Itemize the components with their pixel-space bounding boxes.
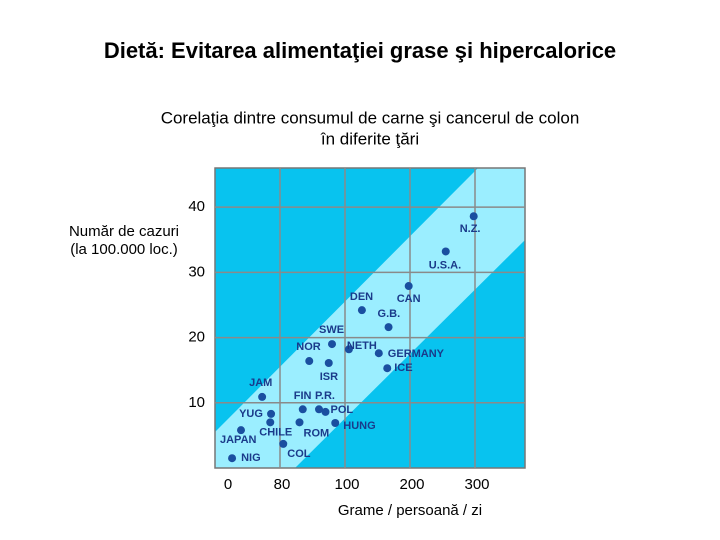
y-tick-label: 20 [188,329,205,346]
point [267,409,276,418]
point-label: SWE [319,324,344,336]
point [357,306,366,315]
point-label: G.B. [378,308,401,320]
point [298,405,307,414]
y-axis-label: Număr de cazuri [69,223,179,240]
point-label: GERMANY [388,348,445,360]
point [374,349,383,358]
y-axis-label: (la 100.000 loc.) [70,241,178,258]
trend-band [215,168,525,468]
x-tick-label: 80 [274,476,291,493]
point-label: U.S.A. [429,259,461,271]
point-label: YUG [239,408,263,420]
point [305,357,314,366]
point [237,426,245,435]
point-label: JAM [249,377,272,389]
point [295,418,304,427]
point-label: ICE [394,362,412,374]
point-label: ROM [304,427,330,439]
point-label: JAPAN [220,434,257,446]
point-label: NIG [241,452,261,464]
chart-title: Dietă: Evitarea alimentaţiei grase şi hi… [104,38,616,63]
point [383,364,392,373]
point-label: P.R. [315,390,335,402]
point-label: DEN [350,291,373,303]
y-tick-label: 30 [188,263,205,280]
point [258,392,267,401]
point-label: ISR [320,371,338,383]
point [266,418,275,427]
subtitle: în diferite ţări [320,129,419,148]
point [331,419,340,427]
point [441,247,450,256]
point-label: NETH [347,340,377,352]
point [315,405,323,414]
point-label: CAN [397,293,421,305]
point [321,407,330,416]
subtitle: Corelaţia dintre consumul de carne şi ca… [161,108,580,127]
point [384,323,393,332]
y-tick-label: 40 [188,198,205,215]
x-tick-label: 0 [224,476,232,493]
point-label: N.Z. [460,223,481,235]
point-label: NOR [296,341,321,353]
point [404,282,413,291]
y-tick-label: 10 [188,394,205,411]
point [279,439,288,448]
x-tick-label: 200 [399,476,424,493]
point-label: COL [287,448,311,460]
point-label: HUNG [343,420,375,432]
point [328,340,336,349]
point [324,359,333,367]
point-label: CHILE [259,426,292,438]
x-axis-label: Grame / persoană / zi [338,502,482,519]
plot-border [214,167,526,469]
point [228,454,237,463]
x-tick-label: 100 [334,476,359,493]
point-label: FIN [294,390,312,402]
point-label: POL [331,404,354,416]
point [344,345,353,354]
x-tick-label: 300 [464,476,489,493]
point [469,212,478,221]
